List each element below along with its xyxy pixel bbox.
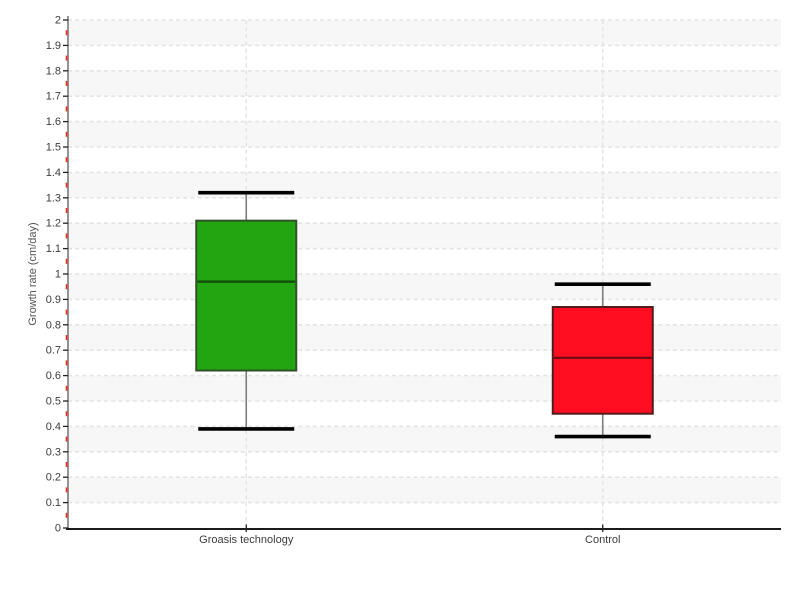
y-axis-title: Growth rate (cm/day) [27,222,39,325]
y-tick-label: 1.1 [46,243,61,255]
y-tick-label: 1.6 [46,116,61,128]
plot-band [68,274,781,300]
y-tick-label: 1.2 [46,218,61,230]
x-category-label: Control [585,534,620,546]
y-tick-label: 1.3 [46,192,61,204]
x-category-label: Groasis technology [199,534,294,546]
y-tick-label: 0.2 [46,472,61,484]
plot-band [68,477,781,503]
y-tick-label: 0.1 [46,497,61,509]
y-tick-label: 2 [55,15,61,27]
y-tick-label: 1 [55,269,61,281]
y-tick-label: 1.9 [46,40,61,52]
box-control [551,306,654,415]
y-tick-label: 0.9 [46,294,61,306]
y-tick-label: 0.3 [46,446,61,458]
plot-band [68,70,781,97]
y-tick-label: 0.6 [46,370,61,382]
plot-band [68,426,781,452]
y-tick-label: 0.7 [46,345,61,357]
y-tick-label: 0.5 [46,396,61,408]
plot-band [68,20,781,46]
plot-band [68,172,781,198]
y-tick-label: 0 [55,523,61,535]
y-tick-label: 1.7 [46,91,61,103]
y-tick-label: 1.5 [46,142,61,154]
plot-band [68,223,781,249]
y-tick-label: 1.4 [46,167,61,179]
y-tick-label: 0.8 [46,319,61,331]
y-tick-label: 1.8 [46,65,61,77]
y-tick-label: 0.4 [46,421,61,433]
plot-band [68,121,781,147]
box-groasis-technology [195,219,298,372]
plot-band [68,375,781,401]
plot-band [68,324,781,351]
